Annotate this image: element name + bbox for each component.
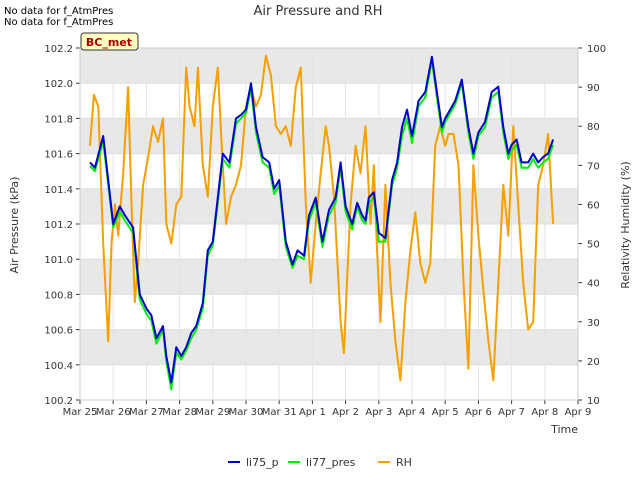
no-data-note-2: No data for f_AtmPres bbox=[4, 17, 114, 28]
site-label: BC_met bbox=[86, 36, 132, 49]
grid-bands bbox=[80, 48, 578, 365]
x-tick-label: Mar 30 bbox=[229, 407, 264, 418]
y-tick-label: 102.0 bbox=[44, 79, 73, 90]
series-line-RH bbox=[89, 54, 555, 382]
grid-band bbox=[80, 48, 578, 84]
y-tick-label: 101.8 bbox=[44, 114, 73, 125]
legend-label: li75_p bbox=[246, 456, 279, 469]
y-axis-label: Air Pressure (kPa) bbox=[8, 177, 21, 274]
y-tick-label: 100.2 bbox=[44, 396, 73, 407]
y2-tick-label: 20 bbox=[587, 357, 600, 368]
x-tick-label: Apr 4 bbox=[399, 407, 426, 418]
x-tick-label: Mar 31 bbox=[262, 407, 297, 418]
x-tick-label: Apr 8 bbox=[531, 407, 558, 418]
x-tick-label: Mar 25 bbox=[63, 407, 98, 418]
y2-tick-label: 70 bbox=[587, 161, 600, 172]
x-tick-label: Apr 3 bbox=[365, 407, 392, 418]
y2-tick-label: 30 bbox=[587, 318, 600, 329]
y-tick-label: 100.4 bbox=[44, 361, 73, 372]
y2-tick-label: 60 bbox=[587, 200, 600, 211]
x-tick-label: Apr 5 bbox=[432, 407, 459, 418]
y-tick-label: 101.2 bbox=[44, 220, 73, 231]
no-data-note-1: No data for f_AtmPres bbox=[4, 6, 114, 17]
chart-title: Air Pressure and RH bbox=[253, 4, 382, 19]
x-tick-label: Apr 7 bbox=[498, 407, 525, 418]
y2-tick-label: 50 bbox=[587, 240, 600, 251]
y2-tick-label: 80 bbox=[587, 122, 600, 133]
series-layer bbox=[89, 54, 555, 391]
x-tick-label: Apr 9 bbox=[565, 407, 592, 418]
x-tick-label: Apr 6 bbox=[465, 407, 492, 418]
legend: li75_p li77_pres RH bbox=[228, 456, 412, 469]
x-tick-label: Mar 27 bbox=[129, 407, 164, 418]
y-tick-label: 101.6 bbox=[44, 150, 73, 161]
series-line-li75_p bbox=[89, 55, 555, 384]
x-tick-label: Apr 1 bbox=[299, 407, 326, 418]
y-tick-label: 100.8 bbox=[44, 290, 73, 301]
site-label-box: BC_met bbox=[80, 32, 139, 51]
y2-tick-label: 40 bbox=[587, 279, 600, 290]
y2-tick-label: 10 bbox=[587, 396, 600, 407]
y-tick-label: 102.2 bbox=[44, 44, 73, 55]
legend-label: RH bbox=[396, 456, 412, 469]
y-tick-label: 100.6 bbox=[44, 326, 73, 337]
y-tick-label: 101.4 bbox=[44, 185, 73, 196]
y-tick-label: 101.0 bbox=[44, 255, 73, 266]
x-tick-label: Mar 26 bbox=[96, 407, 131, 418]
y2-tick-label: 100 bbox=[587, 44, 606, 55]
legend-label: li77_pres bbox=[306, 456, 356, 469]
x-tick-label: Mar 29 bbox=[195, 407, 230, 418]
x-axis-label: Time bbox=[550, 423, 578, 436]
grid-band bbox=[80, 259, 578, 295]
y2-axis-label: Relativity Humidity (%) bbox=[619, 161, 632, 288]
x-tick-label: Mar 28 bbox=[162, 407, 197, 418]
plot-frame bbox=[79, 47, 579, 401]
y2-tick-label: 90 bbox=[587, 83, 600, 94]
x-tick-label: Apr 2 bbox=[332, 407, 359, 418]
axes-layer: 100.2 100.4 100.6 100.8 101.0 101.2 101.4 101.6… bbox=[44, 44, 606, 418]
